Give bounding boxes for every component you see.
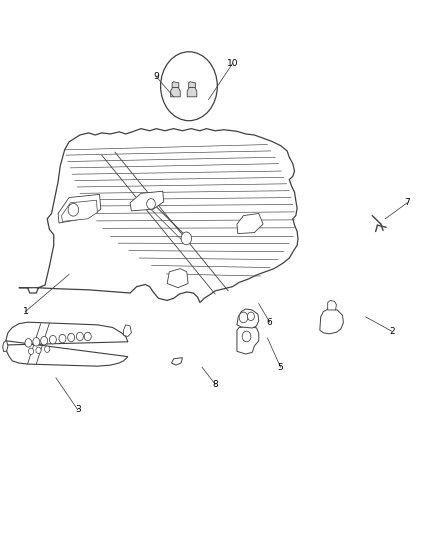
Circle shape [146,199,155,209]
Polygon shape [172,82,178,87]
Polygon shape [130,191,163,211]
Polygon shape [170,87,180,97]
Text: 7: 7 [403,198,409,207]
Text: 1: 1 [22,307,28,316]
Polygon shape [188,82,195,87]
Text: 6: 6 [266,318,272,327]
Text: 3: 3 [75,405,81,414]
Circle shape [36,347,41,353]
Polygon shape [19,128,297,303]
Polygon shape [237,214,262,233]
Circle shape [242,331,251,342]
Circle shape [33,337,40,346]
Polygon shape [319,309,343,334]
Circle shape [25,338,32,347]
Polygon shape [237,309,258,328]
Circle shape [84,332,91,341]
Polygon shape [3,341,8,351]
Text: 5: 5 [277,363,283,372]
Circle shape [41,336,47,345]
Polygon shape [327,301,336,310]
Circle shape [49,335,56,344]
Text: 9: 9 [153,72,159,81]
Circle shape [160,52,217,120]
Circle shape [59,334,66,343]
Circle shape [45,346,49,352]
Polygon shape [171,358,182,365]
Circle shape [76,332,83,341]
Circle shape [28,348,34,354]
Circle shape [67,333,74,342]
Text: 10: 10 [226,59,238,68]
Polygon shape [6,322,127,366]
Circle shape [68,204,78,216]
Circle shape [239,312,247,322]
Polygon shape [123,325,131,336]
Polygon shape [187,87,196,97]
Circle shape [247,312,254,320]
Polygon shape [58,195,101,223]
Text: 8: 8 [212,379,218,389]
Text: 2: 2 [388,327,394,336]
Circle shape [181,232,191,245]
Polygon shape [237,326,258,354]
Polygon shape [61,200,97,221]
Polygon shape [167,269,187,288]
